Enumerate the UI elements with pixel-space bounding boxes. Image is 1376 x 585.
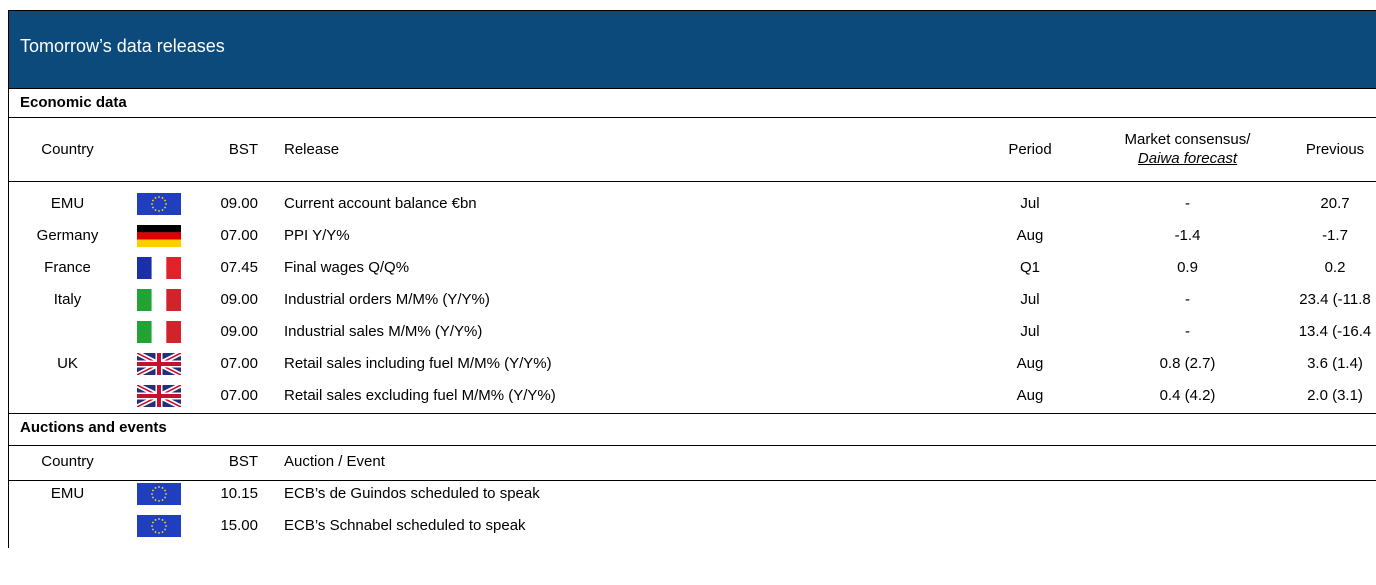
title: Tomorrow’s data releases bbox=[20, 36, 225, 56]
period: Jul bbox=[1020, 195, 1040, 212]
country: France bbox=[44, 259, 91, 276]
release: Industrial sales M/M% (Y/Y%) bbox=[284, 323, 483, 340]
country: Italy bbox=[53, 291, 82, 308]
bst: 07.00 bbox=[220, 227, 258, 244]
country: Germany bbox=[36, 227, 99, 244]
release: Retail sales excluding fuel M/M% (Y/Y%) bbox=[284, 387, 556, 404]
column-header: BST bbox=[228, 141, 258, 158]
previous: -1.7 bbox=[1322, 227, 1348, 244]
border bbox=[8, 10, 9, 548]
consensus: -1.4 bbox=[1174, 227, 1201, 244]
bst: 09.00 bbox=[220, 195, 258, 212]
flag bbox=[137, 483, 181, 505]
event: ECB’s de Guindos scheduled to speak bbox=[284, 485, 540, 502]
release: Current account balance €bn bbox=[284, 195, 477, 212]
previous: 23.4 (-11.8 bbox=[1299, 291, 1371, 308]
bst: 10.15 bbox=[220, 485, 258, 502]
release: Final wages Q/Q% bbox=[284, 259, 410, 276]
bst: 07.00 bbox=[220, 387, 258, 404]
rule bbox=[8, 88, 1376, 89]
rule bbox=[8, 445, 1376, 446]
title-bar bbox=[8, 10, 1376, 88]
country: EMU bbox=[50, 195, 85, 212]
consensus: - bbox=[1185, 291, 1190, 308]
column-header: BST bbox=[228, 453, 258, 470]
column-header: Market consensus/ bbox=[1124, 131, 1251, 148]
bst: 09.00 bbox=[220, 323, 258, 340]
period: Aug bbox=[1016, 355, 1044, 372]
bst: 07.00 bbox=[220, 355, 258, 372]
event: ECB’s Schnabel scheduled to speak bbox=[284, 517, 526, 534]
bst: 15.00 bbox=[220, 517, 258, 534]
rule bbox=[8, 480, 1376, 481]
previous: 13.4 (-16.4 bbox=[1298, 323, 1372, 340]
section-title: Economic data bbox=[20, 94, 127, 111]
bst: 09.00 bbox=[220, 291, 258, 308]
column-header: Country bbox=[41, 453, 94, 470]
consensus: - bbox=[1185, 195, 1190, 212]
period: Jul bbox=[1020, 291, 1040, 308]
flag bbox=[137, 289, 181, 311]
previous: 3.6 (1.4) bbox=[1307, 355, 1363, 372]
release: Retail sales including fuel M/M% (Y/Y%) bbox=[284, 355, 552, 372]
column-header: Previous bbox=[1305, 141, 1365, 158]
consensus: 0.9 bbox=[1177, 259, 1198, 276]
flag bbox=[137, 257, 181, 279]
release: PPI Y/Y% bbox=[284, 227, 350, 244]
bst: 07.45 bbox=[220, 259, 258, 276]
previous: 2.0 (3.1) bbox=[1307, 387, 1363, 404]
previous: 20.7 bbox=[1320, 195, 1350, 212]
country: EMU bbox=[50, 485, 85, 502]
rule bbox=[8, 181, 1376, 182]
column-header: Daiwa forecast bbox=[1137, 150, 1238, 167]
previous: 0.2 bbox=[1324, 259, 1346, 276]
flag bbox=[137, 515, 181, 537]
flag bbox=[137, 353, 181, 375]
rule bbox=[8, 413, 1376, 414]
country: UK bbox=[57, 355, 78, 372]
rule bbox=[8, 117, 1376, 118]
section-title: Auctions and events bbox=[20, 419, 167, 436]
period: Aug bbox=[1016, 227, 1044, 244]
consensus: 0.8 (2.7) bbox=[1159, 355, 1216, 372]
flag bbox=[137, 385, 181, 407]
column-header: Period bbox=[1008, 141, 1052, 158]
consensus: 0.4 (4.2) bbox=[1159, 387, 1216, 404]
flag bbox=[137, 321, 181, 343]
flag bbox=[137, 193, 181, 215]
flag bbox=[137, 225, 181, 247]
column-header: Release bbox=[284, 141, 340, 158]
release: Industrial orders M/M% (Y/Y%) bbox=[284, 291, 490, 308]
period: Jul bbox=[1020, 323, 1040, 340]
period: Q1 bbox=[1019, 259, 1040, 276]
consensus: - bbox=[1185, 323, 1190, 340]
period: Aug bbox=[1016, 387, 1044, 404]
column-header: Country bbox=[41, 141, 94, 158]
column-header: Auction / Event bbox=[284, 453, 385, 470]
